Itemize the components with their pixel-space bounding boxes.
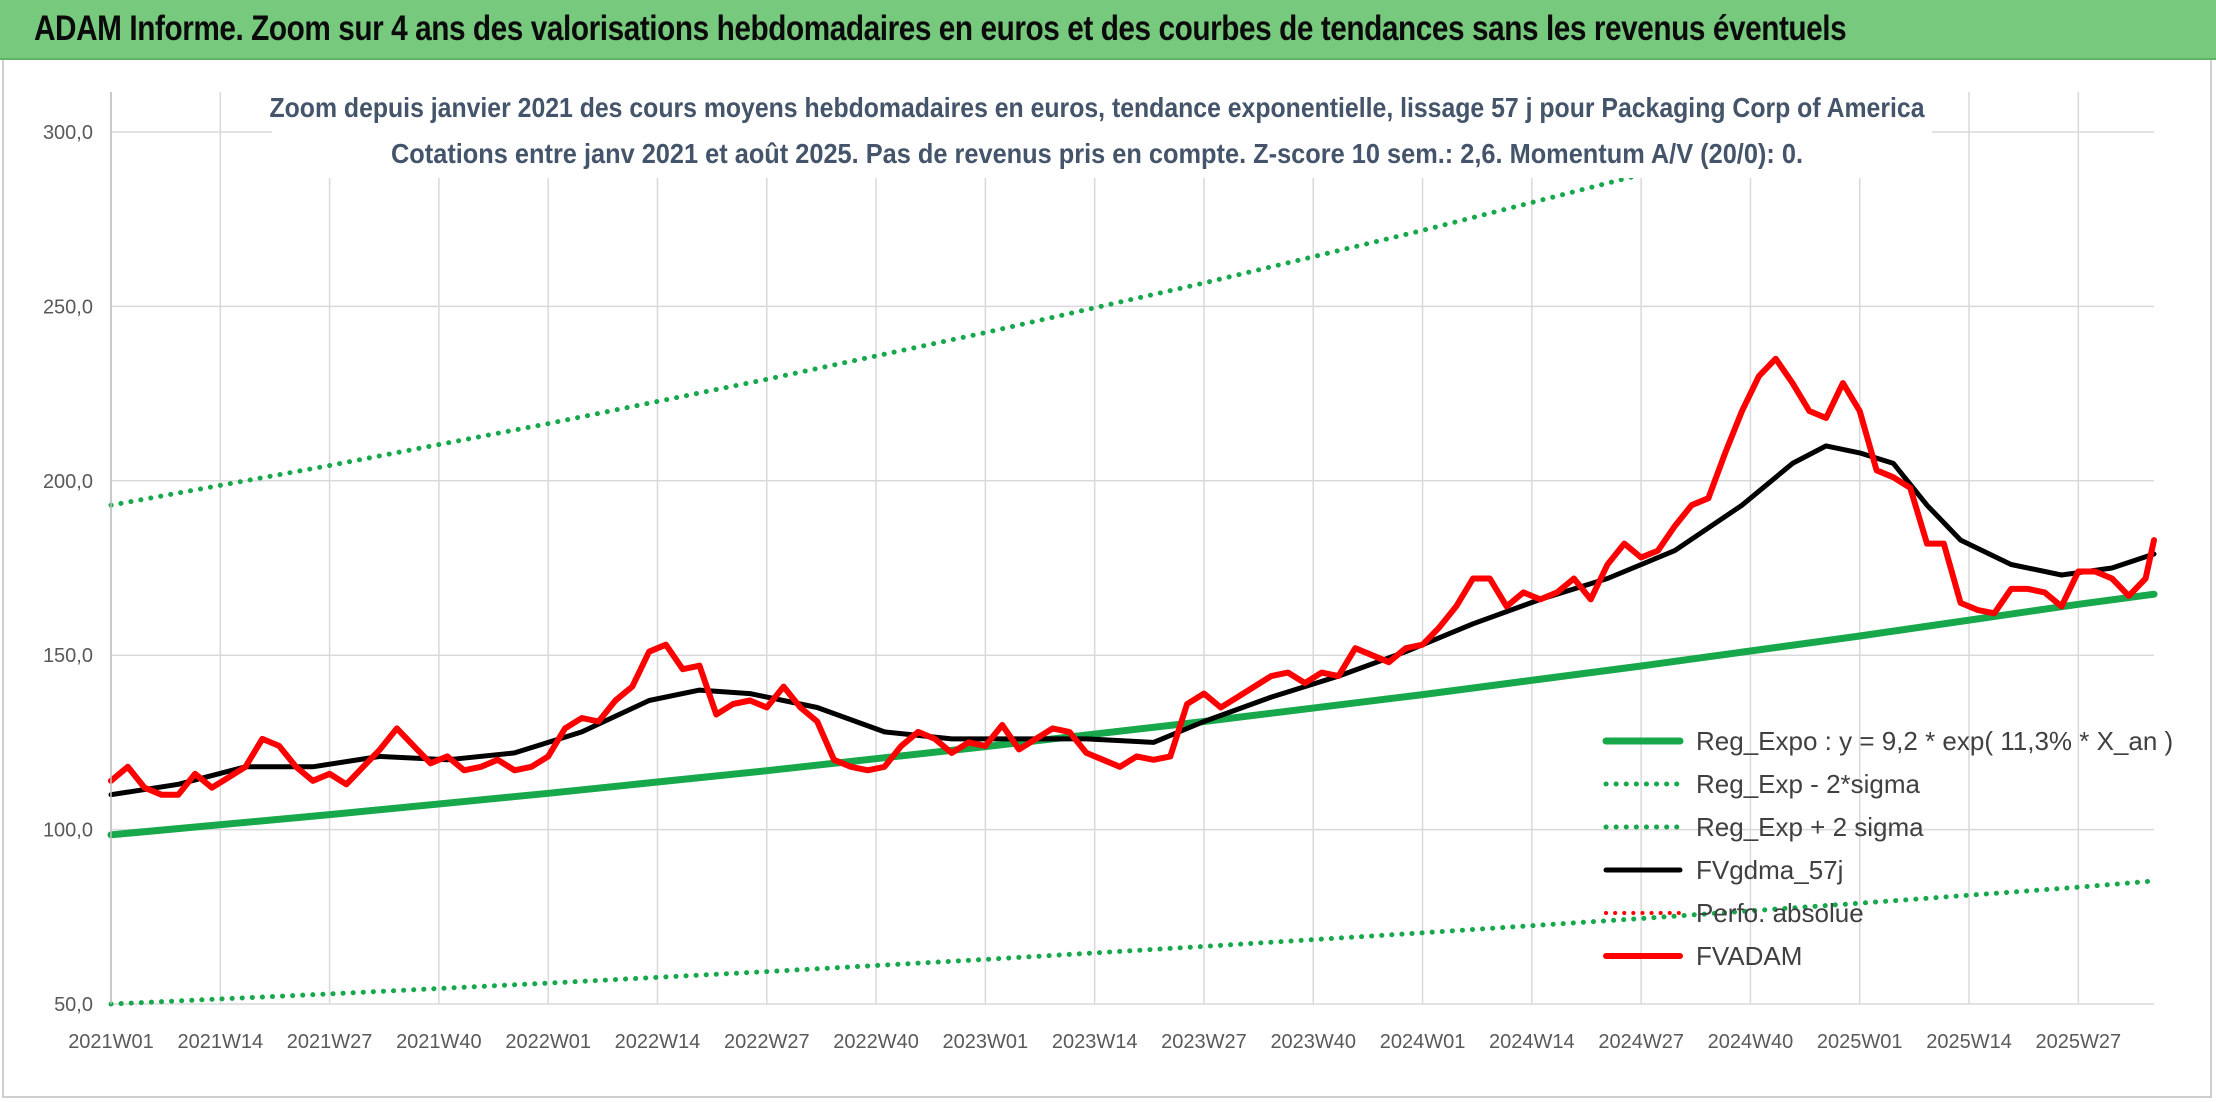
x-tick-label: 2023W14 xyxy=(1052,1031,1138,1053)
y-tick-label: 300,0 xyxy=(43,122,93,144)
x-tick-label: 2023W40 xyxy=(1270,1031,1356,1053)
title-backdrop xyxy=(272,88,1932,178)
x-tick-label: 2022W14 xyxy=(615,1031,701,1053)
x-tick-label: 2024W40 xyxy=(1708,1031,1794,1053)
y-tick-label: 50,0 xyxy=(54,994,93,1016)
grid-layer xyxy=(110,92,2154,1005)
y-tick-label: 150,0 xyxy=(43,645,93,667)
x-tick-label: 2025W14 xyxy=(1926,1031,2012,1053)
x-tick-label: 2023W01 xyxy=(943,1031,1029,1053)
series-line-reg-exp-2-sigma xyxy=(108,878,2157,1007)
chart-title: Zoom depuis janvier 2021 des cours moyen… xyxy=(270,92,1925,123)
legend-label: Reg_Exp - 2*sigma xyxy=(1696,769,1921,799)
legend-label: Perfo. absolue xyxy=(1696,898,1864,928)
y-tick-label: 200,0 xyxy=(43,471,93,493)
y-tick-label: 100,0 xyxy=(43,820,93,842)
legend-label: Reg_Exp + 2 sigma xyxy=(1696,812,1924,842)
series-line-fvgdma-57j xyxy=(108,443,2157,798)
chart-subtitle: Cotations entre janv 2021 et août 2025. … xyxy=(391,138,1803,169)
report-title: ADAM Informe. Zoom sur 4 ans des valoris… xyxy=(34,9,1847,48)
x-tick-label: 2023W27 xyxy=(1161,1031,1247,1053)
legend-label: Reg_Expo : y = 9,2 * exp( 11,3% * X_an ) xyxy=(1696,726,2173,756)
x-tick-label: 2022W40 xyxy=(833,1031,919,1053)
x-tick-label: 2021W40 xyxy=(396,1031,482,1053)
x-tick-label: 2021W01 xyxy=(68,1031,154,1053)
series-line-fvadam xyxy=(108,355,2157,798)
x-tick-label: 2025W27 xyxy=(2036,1031,2122,1053)
legend-label: FVADAM xyxy=(1696,941,1802,971)
x-tick-label: 2022W27 xyxy=(724,1031,810,1053)
x-tick-label: 2025W01 xyxy=(1817,1031,1903,1053)
x-tick-label: 2024W27 xyxy=(1598,1031,1684,1053)
y-tick-label: 250,0 xyxy=(43,296,93,318)
x-tick-label: 2021W14 xyxy=(177,1031,263,1053)
report-banner: ADAM Informe. Zoom sur 4 ans des valoris… xyxy=(0,0,2216,60)
legend: Reg_Expo : y = 9,2 * exp( 11,3% * X_an )… xyxy=(1602,726,2173,971)
x-tick-label: 2021W27 xyxy=(287,1031,373,1053)
title-layer: Zoom depuis janvier 2021 des cours moyen… xyxy=(270,88,1932,178)
axis-layer: 50,0 100,0 150,0 200,0 250,0 300,0 2021W01 2021… xyxy=(43,92,2121,1053)
x-tick-label: 2022W01 xyxy=(505,1031,591,1053)
x-tick-label: 2024W14 xyxy=(1489,1031,1575,1053)
legend-label: FVgdma_57j xyxy=(1696,855,1843,885)
x-tick-label: 2024W01 xyxy=(1380,1031,1466,1053)
chart-frame xyxy=(2,60,2212,1098)
series-layer xyxy=(107,128,2158,1007)
